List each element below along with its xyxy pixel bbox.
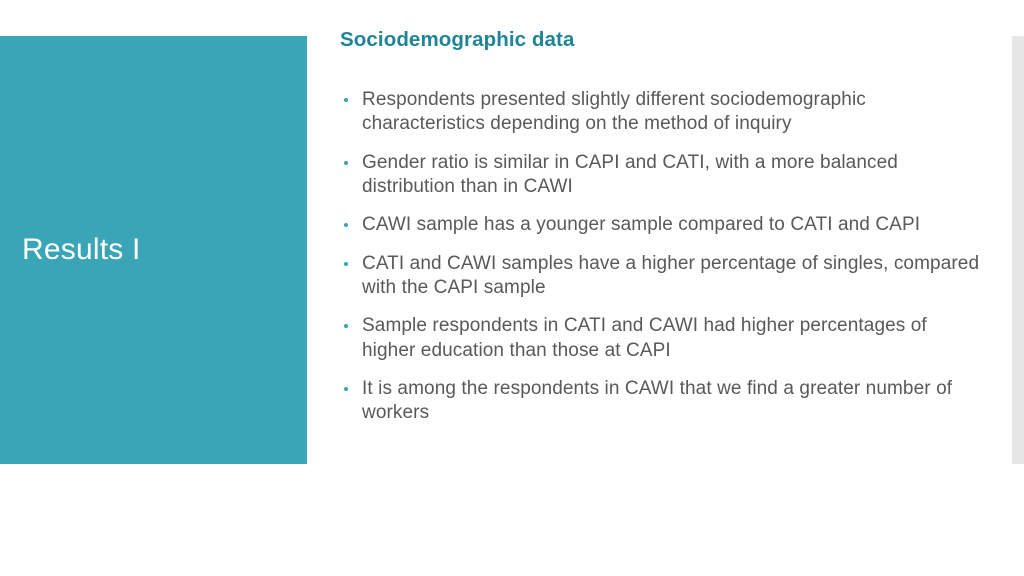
content-area: Sociodemographic data Respondents presen… xyxy=(340,28,980,439)
list-item: Respondents presented slightly different… xyxy=(340,88,980,137)
list-item: CAWI sample has a younger sample compare… xyxy=(340,213,980,237)
list-item: It is among the respondents in CAWI that… xyxy=(340,377,980,426)
slide-title: Results I xyxy=(22,233,141,267)
bullet-list: Respondents presented slightly different… xyxy=(340,88,980,425)
list-item: Gender ratio is similar in CAPI and CATI… xyxy=(340,151,980,200)
sidebar-panel: Results I xyxy=(0,36,307,464)
slide: Results I Sociodemographic data Responde… xyxy=(0,0,1024,576)
list-item: CATI and CAWI samples have a higher perc… xyxy=(340,252,980,301)
right-accent-bar xyxy=(1012,36,1024,464)
list-item: Sample respondents in CATI and CAWI had … xyxy=(340,314,980,363)
content-subtitle: Sociodemographic data xyxy=(340,28,980,52)
